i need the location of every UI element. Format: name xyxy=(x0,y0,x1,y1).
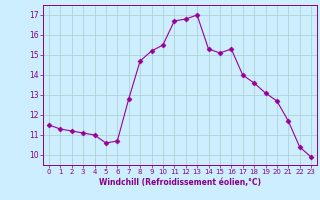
X-axis label: Windchill (Refroidissement éolien,°C): Windchill (Refroidissement éolien,°C) xyxy=(99,178,261,187)
